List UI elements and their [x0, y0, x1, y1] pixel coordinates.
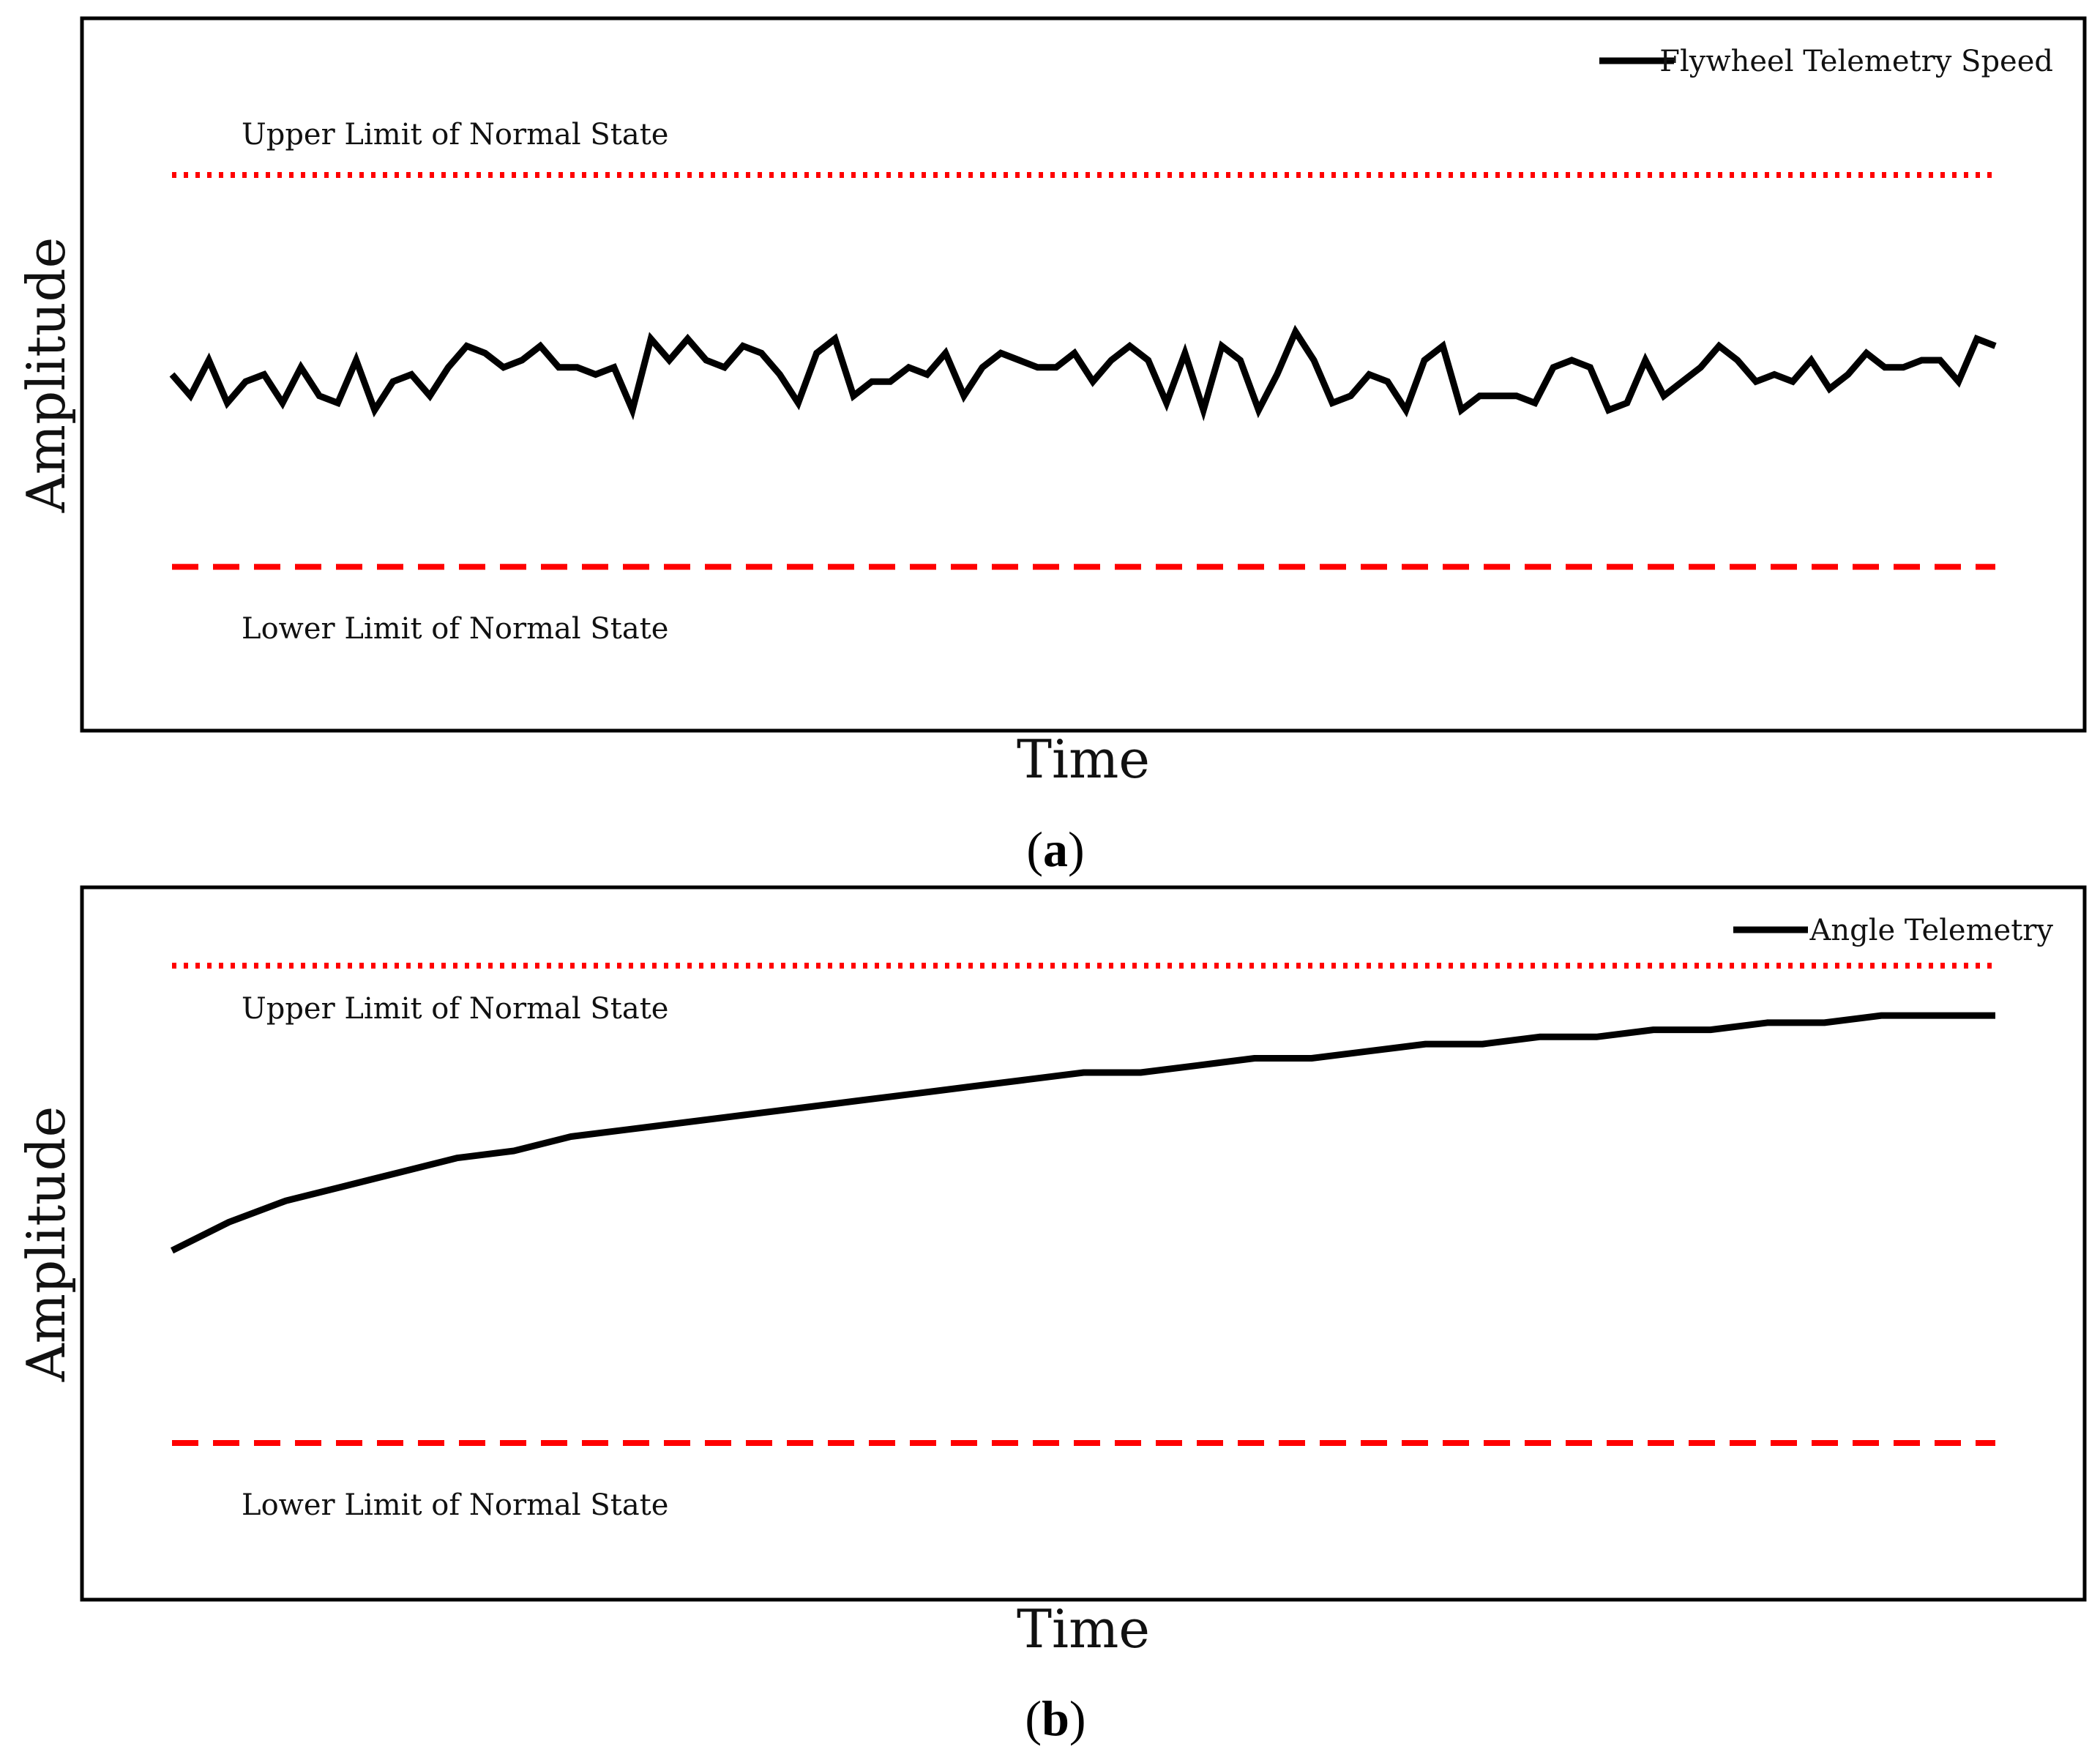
panel-a-frame: [80, 16, 2087, 733]
panel-b-xlabel: Time: [1017, 1598, 1150, 1660]
panel-a-series-line: [169, 324, 1997, 422]
panel-b-upper-limit-label: Upper Limit of Normal State: [242, 992, 668, 1026]
panel-a: Upper Limit of Normal State Lower Limit …: [15, 16, 2087, 877]
panel-a-legend-label: Flywheel Telemetry Speed: [1659, 45, 2053, 78]
panel-b-series-line: [170, 1012, 1995, 1254]
panel-b-frame: [80, 885, 2087, 1602]
panel-a-lower-limit-label: Lower Limit of Normal State: [242, 612, 668, 646]
panel-b-lower-limit-label: Lower Limit of Normal State: [242, 1488, 668, 1522]
panel-b-label: (b): [1025, 1690, 1086, 1746]
panel-a-xlabel: Time: [1017, 728, 1150, 790]
panel-a-upper-limit-label: Upper Limit of Normal State: [242, 118, 668, 152]
panel-a-legend: Flywheel Telemetry Speed: [1599, 45, 2053, 78]
panel-a-label: (a): [1026, 821, 1084, 877]
panel-b: Upper Limit of Normal State Lower Limit …: [15, 885, 2087, 1746]
panel-a-ylabel: Amplitude: [15, 237, 77, 513]
panel-b-ylabel: Amplitude: [15, 1106, 77, 1382]
panel-b-legend: Angle Telemetry: [1733, 914, 2053, 947]
panel-b-legend-label: Angle Telemetry: [1809, 914, 2053, 947]
